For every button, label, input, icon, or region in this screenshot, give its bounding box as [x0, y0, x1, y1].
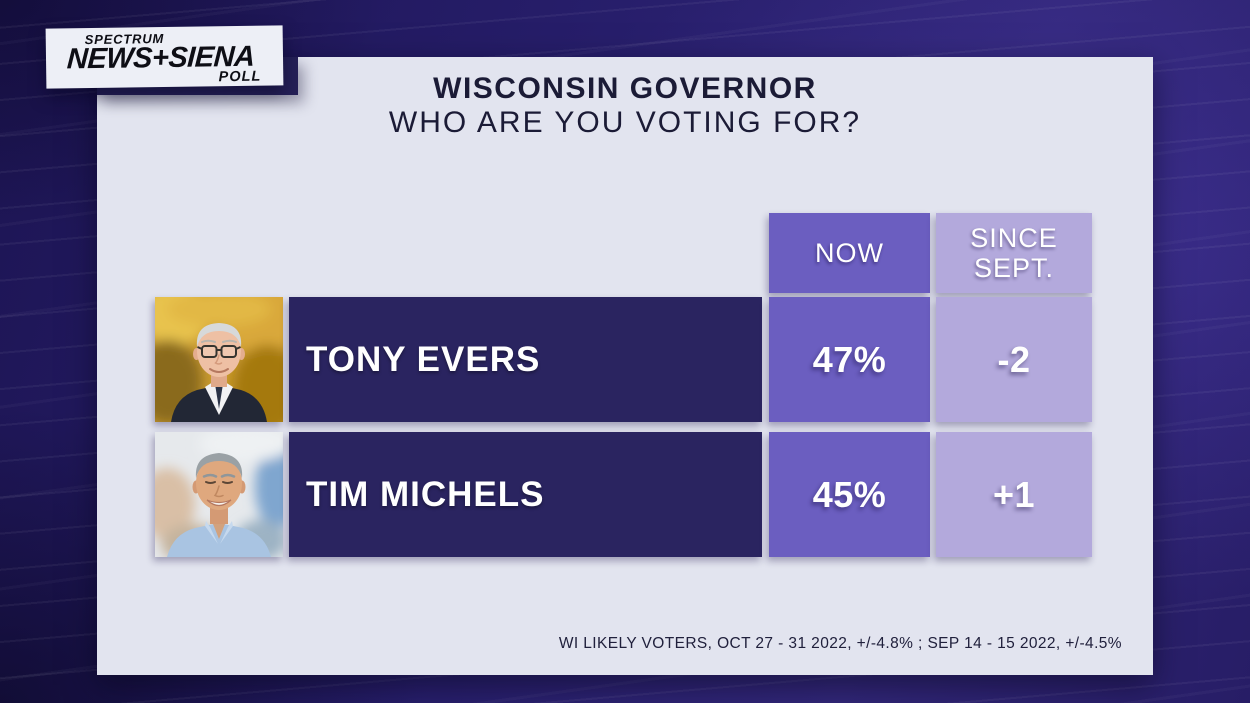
tony-evers-since-cell: -2 [936, 297, 1092, 422]
column-header-since-sept: SINCE SEPT. [936, 213, 1092, 293]
tony-evers-now-cell: 47% [769, 297, 930, 422]
column-header-now: NOW [769, 213, 930, 293]
candidate-name-tim-michels: TIM MICHELS [289, 432, 762, 557]
tony-evers-portrait-illustration [155, 297, 283, 422]
tony-evers-now-value: 47% [812, 338, 887, 380]
column-header-since-sept-label: SINCE SEPT. [970, 223, 1058, 283]
tony-evers-photo [155, 297, 283, 422]
tim-michels-since-cell: +1 [936, 432, 1092, 557]
page-subtitle: WHO ARE YOU VOTING FOR? [388, 106, 862, 139]
logo-news-siena-text: NEWS+SIENA [66, 40, 256, 76]
tony-evers-since-value: -2 [997, 338, 1031, 380]
tim-michels-now-value: 45% [812, 473, 887, 515]
page-title: WISCONSIN GOVERNOR [433, 72, 817, 105]
tim-michels-now-cell: 45% [769, 432, 930, 557]
tim-michels-photo [155, 432, 283, 557]
column-header-now-label: NOW [815, 238, 884, 268]
title-block: WISCONSIN GOVERNOR WHO ARE YOU VOTING FO… [97, 72, 1153, 140]
methodology-note: WI LIKELY VOTERS, OCT 27 - 31 2022, +/-4… [558, 635, 1122, 652]
tim-michels-since-value: +1 [992, 473, 1036, 515]
candidate-name-tony-evers: TONY EVERS [289, 297, 762, 422]
tim-michels-portrait-illustration [155, 432, 283, 557]
